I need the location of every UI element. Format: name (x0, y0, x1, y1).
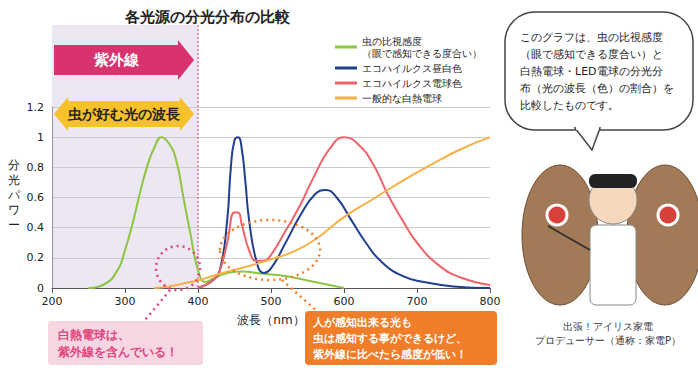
svg-text:紫外線を含んでいる！: 紫外線を含んでいる！ (57, 345, 178, 359)
svg-text:波長（nm）: 波長（nm） (237, 313, 304, 327)
svg-text:プロデューサー（通称：家電P）: プロデューサー（通称：家電P） (535, 335, 681, 346)
svg-text:（眼で感知できる度合い）: （眼で感知できる度合い） (362, 48, 482, 59)
svg-text:人が感知出来る光も: 人が感知出来る光も (312, 316, 412, 329)
svg-text:300: 300 (115, 295, 136, 308)
svg-text:0.8: 0.8 (27, 161, 45, 174)
svg-text:0.2: 0.2 (27, 251, 45, 264)
svg-text:布（光の波長（色）の割合）を: 布（光の波長（色）の割合）を (520, 82, 674, 95)
svg-text:0: 0 (37, 282, 44, 295)
svg-text:1.2: 1.2 (27, 101, 45, 114)
svg-text:白熱電球は、: 白熱電球は、 (58, 328, 130, 342)
svg-text:400: 400 (188, 295, 209, 308)
svg-text:各光源の分光分布の比較: 各光源の分光分布の比較 (124, 8, 291, 26)
svg-text:1: 1 (37, 131, 44, 144)
svg-text:紫外線: 紫外線 (93, 51, 140, 69)
svg-text:このグラフは、虫の比視感度: このグラフは、虫の比視感度 (520, 31, 663, 44)
svg-text:分: 分 (8, 158, 20, 172)
svg-text:ー: ー (8, 218, 20, 232)
svg-text:白熱電球・LED電球の分光分: 白熱電球・LED電球の分光分 (520, 65, 663, 78)
svg-text:600: 600 (334, 295, 355, 308)
svg-text:虫は感知する事ができるけど、: 虫は感知する事ができるけど、 (312, 332, 467, 345)
svg-text:紫外線に比べたら感度が低い！: 紫外線に比べたら感度が低い！ (312, 348, 467, 361)
svg-text:0.6: 0.6 (27, 191, 45, 204)
svg-text:エコハイルクス電球色: エコハイルクス電球色 (362, 78, 462, 89)
svg-text:0.4: 0.4 (27, 221, 45, 234)
svg-text:パ: パ (7, 188, 21, 202)
svg-text:200: 200 (42, 295, 63, 308)
svg-text:虫が好む光の波長: 虫が好む光の波長 (67, 106, 180, 122)
svg-text:光: 光 (8, 173, 20, 187)
svg-text:ワ: ワ (8, 203, 20, 217)
svg-text:700: 700 (407, 295, 428, 308)
svg-text:（眼で感知できる度合い）と: （眼で感知できる度合い）と (520, 48, 663, 61)
svg-text:500: 500 (261, 295, 282, 308)
svg-text:虫の比視感度: 虫の比視感度 (362, 36, 422, 47)
svg-text:一般的な白熱電球: 一般的な白熱電球 (362, 93, 442, 104)
svg-text:800: 800 (480, 295, 501, 308)
svg-text:出張！アイリス家電: 出張！アイリス家電 (563, 321, 653, 332)
svg-text:エコハイルクス昼白色: エコハイルクス昼白色 (362, 63, 462, 74)
svg-text:比較したものです。: 比較したものです。 (520, 99, 619, 112)
